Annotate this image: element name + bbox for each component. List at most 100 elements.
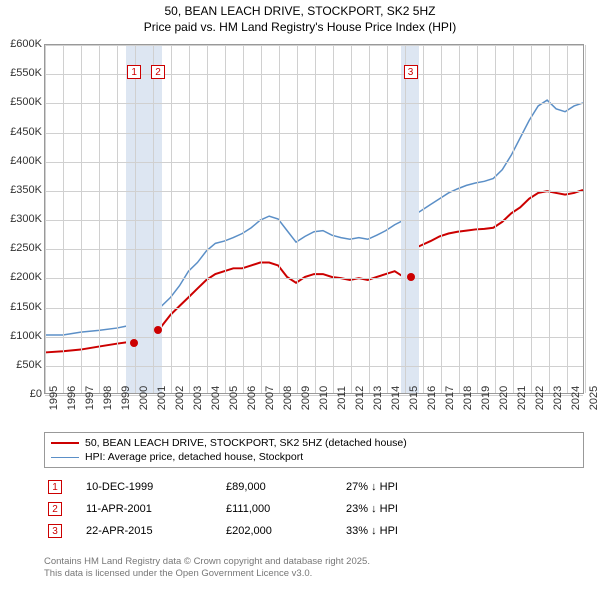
gridline-vertical [243, 45, 244, 393]
x-axis-tick-label: 2024 [570, 386, 582, 410]
sales-row-price: £89,000 [226, 481, 346, 493]
x-axis-tick-label: 2005 [228, 386, 240, 410]
gridline-horizontal [45, 337, 583, 338]
gridline-vertical [315, 45, 316, 393]
x-axis-tick-label: 2012 [354, 386, 366, 410]
gridline-horizontal [45, 366, 583, 367]
sales-row-price: £111,000 [226, 503, 346, 515]
x-axis-tick-label: 2007 [264, 386, 276, 410]
gridline-horizontal [45, 103, 583, 104]
x-axis-tick-label: 2004 [210, 386, 222, 410]
y-axis-tick-label: £100K [2, 330, 42, 342]
sales-row-diff: 23% ↓ HPI [346, 503, 466, 515]
sale-marker-dot [407, 273, 415, 281]
sale-marker-box: 2 [151, 65, 165, 79]
y-axis-tick-label: £350K [2, 184, 42, 196]
plot-area: 12 3 [44, 44, 584, 394]
x-axis-tick-label: 1998 [102, 386, 114, 410]
x-axis-tick-label: 2013 [372, 386, 384, 410]
x-axis-tick-label: 1997 [84, 386, 96, 410]
y-axis-tick-label: £250K [2, 242, 42, 254]
x-axis-tick-label: 2008 [282, 386, 294, 410]
gridline-vertical [387, 45, 388, 393]
x-axis-tick-label: 2025 [588, 386, 600, 410]
gridline-horizontal [45, 133, 583, 134]
title-line-1: 50, BEAN LEACH DRIVE, STOCKPORT, SK2 5HZ [0, 4, 600, 20]
y-axis-tick-label: £300K [2, 213, 42, 225]
x-axis-tick-label: 1999 [120, 386, 132, 410]
x-axis-tick-label: 2000 [138, 386, 150, 410]
x-axis-tick-label: 1996 [66, 386, 78, 410]
y-axis-tick-label: £0 [2, 388, 42, 400]
gridline-horizontal [45, 220, 583, 221]
x-axis-tick-label: 2009 [300, 386, 312, 410]
sales-row-price: £202,000 [226, 525, 346, 537]
x-axis-tick-label: 2002 [174, 386, 186, 410]
x-axis-tick-label: 1995 [48, 386, 60, 410]
x-axis-tick-label: 2022 [534, 386, 546, 410]
gridline-vertical [171, 45, 172, 393]
x-axis-tick-label: 2017 [444, 386, 456, 410]
sales-row-date: 11-APR-2001 [86, 503, 226, 515]
x-axis-tick-label: 2014 [390, 386, 402, 410]
sales-row-date: 10-DEC-1999 [86, 481, 226, 493]
x-axis-tick-label: 2010 [318, 386, 330, 410]
gridline-horizontal [45, 278, 583, 279]
gridline-vertical [153, 45, 154, 393]
gridline-horizontal [45, 191, 583, 192]
x-axis-tick-label: 2015 [408, 386, 420, 410]
sale-marker-box: 3 [404, 65, 418, 79]
y-axis-tick-label: £500K [2, 96, 42, 108]
gridline-vertical [549, 45, 550, 393]
gridline-horizontal [45, 162, 583, 163]
sales-table-row: 1 10-DEC-1999£89,00027% ↓ HPI [44, 476, 584, 498]
x-axis-tick-label: 2023 [552, 386, 564, 410]
legend-label: HPI: Average price, detached house, Stoc… [85, 451, 303, 463]
chart-title: 50, BEAN LEACH DRIVE, STOCKPORT, SK2 5HZ… [0, 0, 600, 35]
gridline-vertical [63, 45, 64, 393]
sale-marker-box: 1 [127, 65, 141, 79]
gridline-horizontal [45, 308, 583, 309]
legend-label: 50, BEAN LEACH DRIVE, STOCKPORT, SK2 5HZ… [85, 437, 407, 449]
x-axis-tick-label: 2016 [426, 386, 438, 410]
gridline-vertical [207, 45, 208, 393]
sales-row-date: 22-APR-2015 [86, 525, 226, 537]
gridline-vertical [99, 45, 100, 393]
gridline-vertical [81, 45, 82, 393]
gridline-vertical [225, 45, 226, 393]
x-axis-tick-label: 2020 [498, 386, 510, 410]
footer-attribution: Contains HM Land Registry data © Crown c… [44, 556, 584, 580]
y-axis-tick-label: £600K [2, 38, 42, 50]
sales-row-diff: 27% ↓ HPI [346, 481, 466, 493]
gridline-vertical [261, 45, 262, 393]
gridline-vertical [477, 45, 478, 393]
y-axis-tick-label: £400K [2, 155, 42, 167]
gridline-vertical [369, 45, 370, 393]
sales-row-index: 3 [48, 524, 62, 538]
gridline-vertical [351, 45, 352, 393]
x-axis-tick-label: 2006 [246, 386, 258, 410]
x-axis-tick-label: 2001 [156, 386, 168, 410]
footer-line-1: Contains HM Land Registry data © Crown c… [44, 556, 584, 568]
gridline-vertical [567, 45, 568, 393]
gridline-vertical [513, 45, 514, 393]
y-axis-tick-label: £200K [2, 271, 42, 283]
gridline-vertical [189, 45, 190, 393]
gridline-vertical [45, 45, 46, 393]
gridline-vertical [117, 45, 118, 393]
sale-marker-dot [130, 339, 138, 347]
gridline-vertical [459, 45, 460, 393]
gridline-vertical [495, 45, 496, 393]
y-axis-tick-label: £450K [2, 126, 42, 138]
sales-row-index: 2 [48, 502, 62, 516]
y-axis-tick-label: £150K [2, 301, 42, 313]
footer-line-2: This data is licensed under the Open Gov… [44, 568, 584, 580]
x-axis-tick-label: 2019 [480, 386, 492, 410]
legend-row: HPI: Average price, detached house, Stoc… [51, 450, 577, 464]
gridline-vertical [297, 45, 298, 393]
gridline-vertical [585, 45, 586, 393]
sales-row-index: 1 [48, 480, 62, 494]
gridline-vertical [405, 45, 406, 393]
title-line-2: Price paid vs. HM Land Registry's House … [0, 20, 600, 36]
sales-table-row: 322-APR-2015£202,00033% ↓ HPI [44, 520, 584, 542]
